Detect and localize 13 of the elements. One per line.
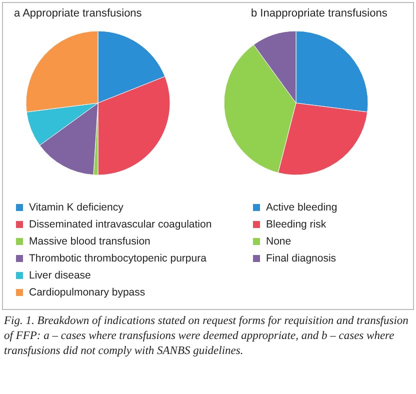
legend-label: None: [266, 236, 292, 248]
legend-label: Liver disease: [29, 270, 92, 282]
legend-label: Disseminated intravascular coagulation: [29, 218, 212, 230]
legend-label: Bleeding risk: [266, 218, 327, 230]
legend-label: Massive blood transfusion: [29, 236, 151, 248]
legend-label: Vitamin K deficiency: [29, 202, 124, 214]
legend-label: Final diagnosis: [266, 252, 336, 264]
chart-title: b Inappropriate transfusions: [251, 8, 388, 20]
chart-title: a Appropriate transfusions: [14, 8, 142, 20]
legend-label: Thrombotic thrombocytopenic purpura: [29, 252, 207, 264]
caption: Fig. 1. Breakdown of indications stated on request forms for requisition and transfusion of FFP: a – cases where transfusions were deemed appropriate, and b – cases where transfusions did not comply with SANBS guidelines.: [4, 314, 410, 359]
legend-label: Active bleeding: [266, 202, 338, 214]
legend-label: Cardiopulmonary bypass: [29, 286, 146, 298]
